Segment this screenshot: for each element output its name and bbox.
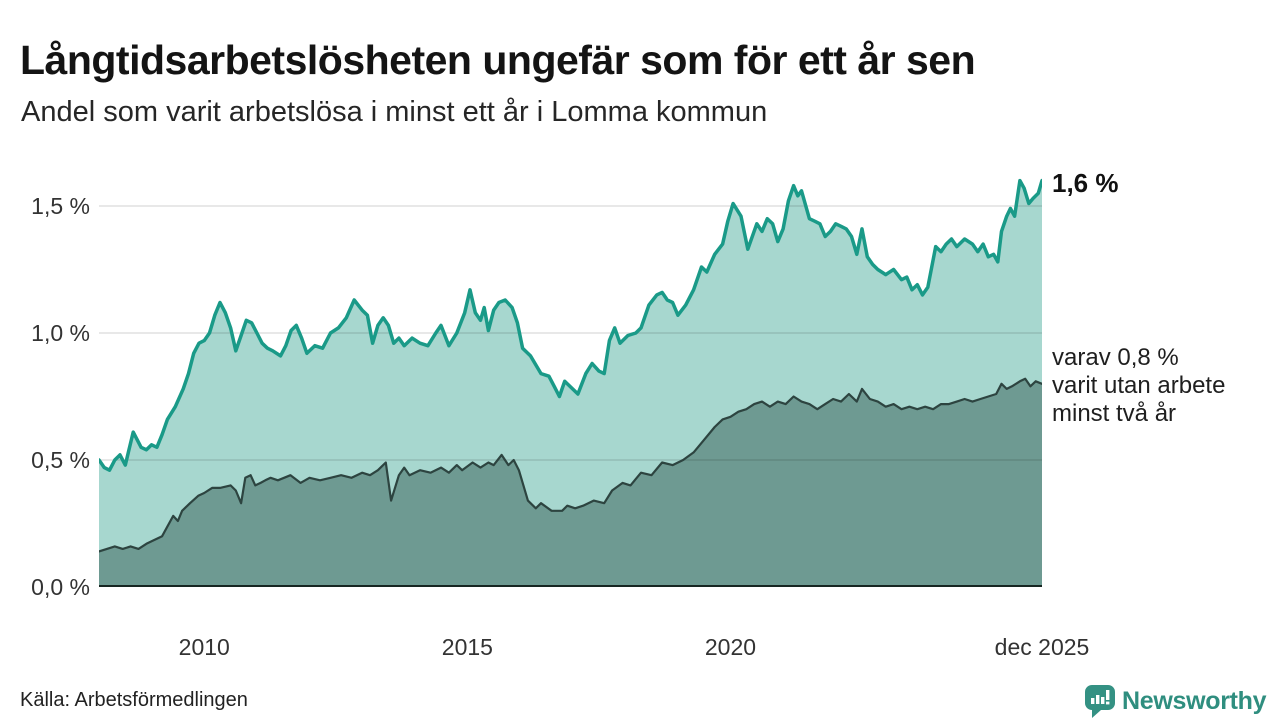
plot-area-svg xyxy=(99,178,1042,587)
brand-logo: Newsworthy xyxy=(1085,685,1267,718)
x-tick-label-2020: 2020 xyxy=(704,634,757,660)
y-tick-label-0-5: 0,5 % xyxy=(31,447,90,473)
brand-name: Newsworthy xyxy=(1122,687,1267,715)
y-tick-label-1-5: 1,5 % xyxy=(31,193,90,219)
secondary-annotation-line-2: varit utan arbete xyxy=(1052,372,1226,399)
y-tick-label-0-0: 0,0 % xyxy=(31,574,90,600)
x-tick-label-dec-2025: dec 2025 xyxy=(994,634,1090,660)
source-attribution: Källa: Arbetsförmedlingen xyxy=(20,689,248,711)
chart-subtitle: Andel som varit arbetslösa i minst ett å… xyxy=(21,96,768,128)
secondary-series-line xyxy=(99,377,1042,553)
secondary-annotation-line-1: varav 0,8 % xyxy=(1052,344,1179,371)
secondary-annotation-line-3: minst två år xyxy=(1052,400,1177,427)
newsworthy-chart-bubble-icon xyxy=(1085,685,1115,718)
x-tick-label-2010: 2010 xyxy=(178,634,230,660)
x-tick-label-2015: 2015 xyxy=(441,634,493,660)
secondary-series-area xyxy=(99,378,1042,587)
latest-value-annotation: 1,6 % xyxy=(1052,168,1119,198)
primary-series-line xyxy=(99,178,1042,472)
secondary-series-annotation: varav 0,8 % varit utan arbete minst två … xyxy=(1052,344,1225,428)
page-title: Långtidsarbetslösheten ungefär som för e… xyxy=(20,37,976,84)
y-tick-label-1-0: 1,0 % xyxy=(31,320,90,346)
